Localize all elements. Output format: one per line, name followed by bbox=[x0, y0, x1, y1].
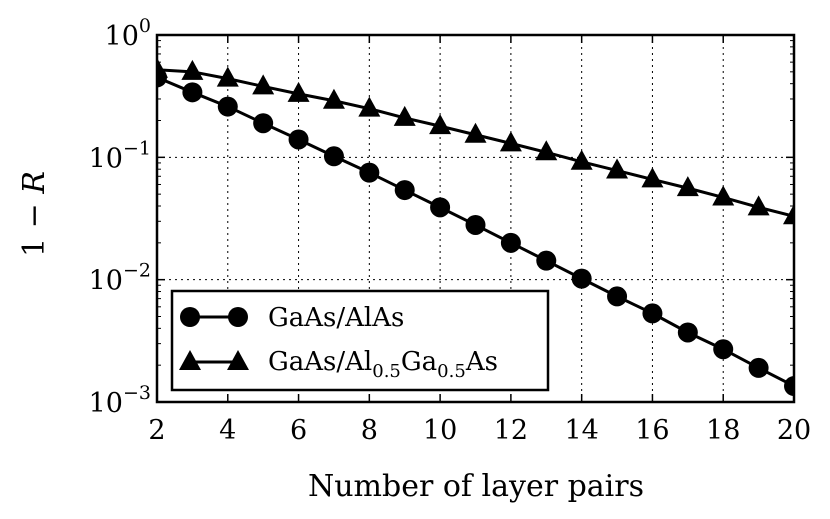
x-tick-label: 8 bbox=[361, 415, 378, 446]
data-point bbox=[253, 113, 274, 134]
data-point bbox=[677, 322, 698, 343]
data-point bbox=[393, 105, 416, 126]
data-point bbox=[217, 96, 238, 117]
legend-label-series-1: GaAs/AlAs bbox=[268, 303, 404, 333]
legend-triangle-marker bbox=[179, 350, 201, 370]
x-tick-label: 2 bbox=[148, 415, 165, 446]
data-point bbox=[607, 286, 628, 307]
legend-box bbox=[170, 289, 550, 392]
data-point bbox=[359, 162, 380, 183]
x-tick-label: 12 bbox=[494, 415, 528, 446]
x-tick-label: 20 bbox=[777, 415, 811, 446]
data-point bbox=[181, 59, 204, 80]
plot-frame bbox=[155, 33, 796, 404]
data-point bbox=[641, 167, 664, 188]
data-point bbox=[783, 204, 794, 225]
x-tick-label: 6 bbox=[290, 415, 307, 446]
data-point bbox=[465, 214, 486, 235]
data-point bbox=[535, 140, 558, 161]
x-axis-label: Number of layer pairs bbox=[308, 469, 644, 504]
data-point bbox=[323, 146, 344, 167]
x-tick-label: 10 bbox=[423, 415, 457, 446]
data-point bbox=[182, 82, 203, 103]
x-tick-label: 18 bbox=[706, 415, 740, 446]
data-point bbox=[570, 149, 593, 170]
legend-circle-marker bbox=[180, 307, 200, 327]
y-axis-ticks: 10−3 10−2 10−1 100 bbox=[89, 15, 794, 419]
data-point bbox=[394, 180, 415, 201]
y-axis-label: 1 − R bbox=[17, 171, 52, 257]
data-point bbox=[287, 81, 310, 102]
data-point bbox=[642, 303, 663, 324]
legend: GaAs/AlAs GaAs/Al0.5Ga0.5As bbox=[170, 289, 550, 392]
x-tick-label: 14 bbox=[564, 415, 598, 446]
data-point bbox=[784, 376, 794, 397]
data-point bbox=[464, 122, 487, 143]
legend-label-series-2: GaAs/Al0.5Ga0.5As bbox=[268, 347, 498, 382]
data-point bbox=[571, 268, 592, 289]
data-point bbox=[358, 96, 381, 117]
data-point bbox=[748, 357, 769, 378]
data-point bbox=[216, 66, 239, 87]
series-2 bbox=[157, 57, 794, 225]
data-point bbox=[288, 129, 309, 150]
y-tick-label: 10−1 bbox=[89, 137, 151, 174]
data-point bbox=[430, 197, 451, 218]
x-axis-ticks: 2 4 6 8 10 12 14 16 18 20 bbox=[148, 35, 811, 446]
data-point bbox=[322, 88, 345, 109]
data-point bbox=[606, 158, 629, 179]
data-point bbox=[157, 57, 168, 78]
data-point bbox=[500, 232, 521, 253]
data-point bbox=[499, 131, 522, 152]
data-point bbox=[429, 114, 452, 135]
legend-item-series-2: GaAs/Al0.5Ga0.5As bbox=[179, 347, 498, 382]
x-tick-label: 16 bbox=[635, 415, 669, 446]
y-tick-label: 10−2 bbox=[89, 260, 151, 297]
data-point bbox=[676, 176, 699, 197]
data-point bbox=[712, 185, 735, 206]
legend-circle-marker bbox=[228, 307, 248, 327]
series-line bbox=[157, 68, 794, 218]
y-tick-label: 10−3 bbox=[89, 382, 151, 419]
data-point bbox=[536, 250, 557, 271]
data-point bbox=[252, 74, 275, 95]
x-tick-label: 4 bbox=[219, 415, 236, 446]
legend-item-series-1: GaAs/AlAs bbox=[180, 303, 404, 333]
data-point bbox=[747, 195, 770, 216]
data-point bbox=[713, 339, 734, 360]
y-tick-label: 100 bbox=[105, 15, 151, 52]
legend-triangle-marker bbox=[227, 350, 249, 370]
plot-series bbox=[157, 57, 794, 397]
